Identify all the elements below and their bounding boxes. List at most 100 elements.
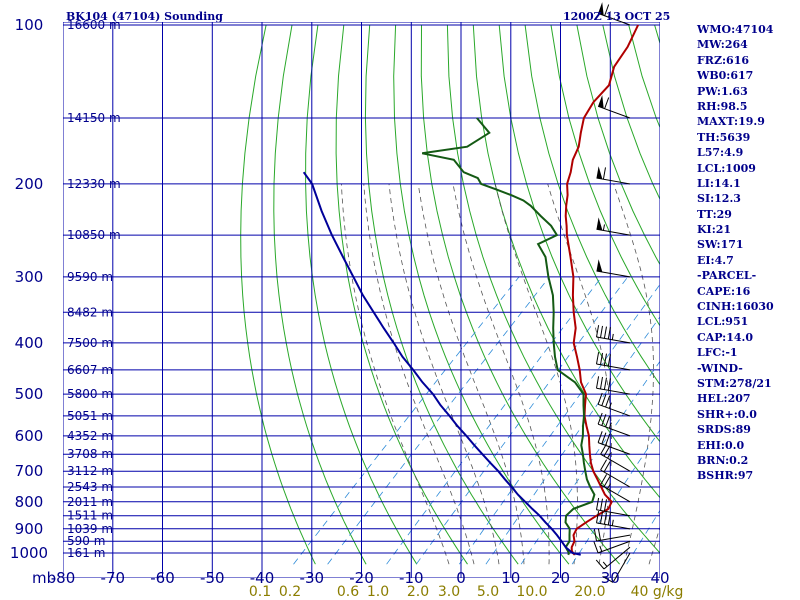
dry-adiabat-line (446, 24, 660, 554)
wind-barb-half-feather (602, 561, 608, 567)
moist-adiabat-line (494, 183, 578, 565)
wind-barb-pennant (596, 259, 603, 273)
pressure-tick-label: 500 (15, 385, 44, 403)
index-item: WB0:617 (697, 69, 754, 83)
dry-adiabat-line (498, 24, 660, 443)
index-item: TT:29 (697, 207, 732, 221)
index-item: EI:4.7 (697, 253, 734, 267)
index-item: SI:12.3 (697, 192, 741, 206)
wind-barb (597, 95, 631, 119)
dry-adiabat-line (240, 24, 316, 565)
moist-adiabat-line (341, 183, 450, 565)
wind-barb-half-feather (602, 224, 605, 231)
wind-barb-feather (604, 97, 610, 109)
wind-barb (600, 443, 631, 472)
wind-barb-feather (600, 511, 603, 524)
moist-adiabat-line (613, 183, 654, 565)
height-label: 1039 m (67, 522, 113, 536)
wind-barb (596, 325, 631, 344)
index-item: FRZ:616 (697, 53, 750, 67)
wind-barb-staff (596, 387, 631, 395)
wind-barb (597, 412, 631, 437)
temperature-tick-label: 30 (601, 569, 620, 587)
wind-barb-feather (607, 378, 611, 391)
moist-adiabat-line (547, 183, 612, 565)
wind-barb (596, 217, 631, 236)
wind-barb-staff (596, 522, 631, 530)
temperature-tick-label: -10 (399, 569, 424, 587)
height-label: 1511 m (67, 509, 113, 523)
temperature-tick-label: -60 (150, 569, 175, 587)
wind-barb-feather (600, 325, 603, 338)
moist-adiabat-line (388, 183, 500, 565)
wind-barb-feather (593, 541, 599, 554)
temperature-tick-label: 10 (501, 569, 520, 587)
height-label: 14150 m (67, 111, 121, 125)
height-label: 10850 m (67, 228, 121, 242)
wind-barb (597, 431, 631, 455)
temperature-tick-label: 40 (650, 569, 669, 587)
height-label: 3708 m (67, 447, 113, 461)
wind-barb-feather (596, 497, 600, 510)
mixing-ratio-line (415, 276, 629, 565)
wind-barb-feather (607, 513, 611, 526)
pressure-tick-label: 200 (15, 175, 44, 193)
index-item: KI:21 (697, 223, 732, 237)
wind-barb-staff (597, 442, 631, 455)
wind-barb-feather (605, 395, 611, 408)
wind-barb-feather (596, 511, 600, 523)
height-label: 2011 m (67, 495, 113, 509)
moist-adiabat-line (417, 183, 525, 565)
temperature-tick-label: -70 (101, 569, 126, 587)
index-item: BRN:0.2 (697, 453, 749, 467)
height-label: 7500 m (67, 336, 113, 350)
wind-barb-staff (597, 403, 631, 417)
index-item: LCL:951 (697, 315, 749, 329)
wind-barb-half-feather (608, 422, 612, 429)
wind-barb-feather (595, 559, 605, 570)
wind-barb-staff (597, 12, 631, 26)
mixing-ratio-label: 2.0 (407, 584, 429, 600)
mixing-ratio-label: 0.6 (337, 584, 359, 600)
mixing-ratio-line (327, 276, 550, 565)
dry-adiabat-line (420, 24, 620, 565)
pressure-tick-label: 800 (15, 493, 44, 511)
wind-barb (593, 540, 631, 554)
temperature-curve (564, 24, 640, 556)
index-item: STM:278/21 (697, 376, 772, 390)
index-item: LFC:-1 (697, 346, 738, 360)
wind-barb (596, 352, 631, 371)
stability-indices-panel: WMO:47104 MW:264 FRZ:616 WB0:617 PW:1.63 RH:9… (697, 22, 799, 484)
index-item: MW:264 (697, 38, 748, 52)
mixing-ratio-line (520, 360, 660, 565)
height-label: 8482 m (67, 305, 113, 319)
height-label: 16600 m (67, 18, 121, 32)
index-item: HEL:207 (697, 392, 751, 406)
wind-barb (596, 511, 631, 530)
height-label: 9590 m (67, 270, 113, 284)
index-item: CAP:14.0 (697, 330, 754, 344)
mixing-ratio-label: 1.0 (367, 584, 389, 600)
height-label: 2543 m (67, 480, 113, 494)
pressure-temperature-grid (63, 22, 660, 578)
wind-barb-pennant (596, 217, 603, 231)
height-label: 12330 m (67, 177, 121, 191)
pressure-tick-label: 300 (15, 268, 44, 286)
index-item: SRDS:89 (697, 423, 751, 437)
wind-barb-feather (600, 459, 608, 471)
index-item: TH:5639 (697, 130, 751, 144)
wind-barb-feather (603, 499, 607, 512)
mixing-ratio-label: 5.0 (477, 584, 499, 600)
pressure-tick-label: 700 (15, 462, 44, 480)
wind-barb-feather (596, 376, 600, 389)
wind-barb-feather (597, 431, 603, 443)
pressure-tick-label: 600 (15, 427, 44, 445)
wind-barb-half-feather (608, 402, 612, 409)
wind-barb-feather (596, 352, 600, 365)
wind-barb-feather (603, 377, 607, 390)
height-label: 6607 m (67, 363, 113, 377)
wind-barb-feather (596, 325, 600, 338)
wind-barb-feather (603, 476, 611, 488)
mixing-ratio-label: 10.0 (516, 584, 547, 600)
